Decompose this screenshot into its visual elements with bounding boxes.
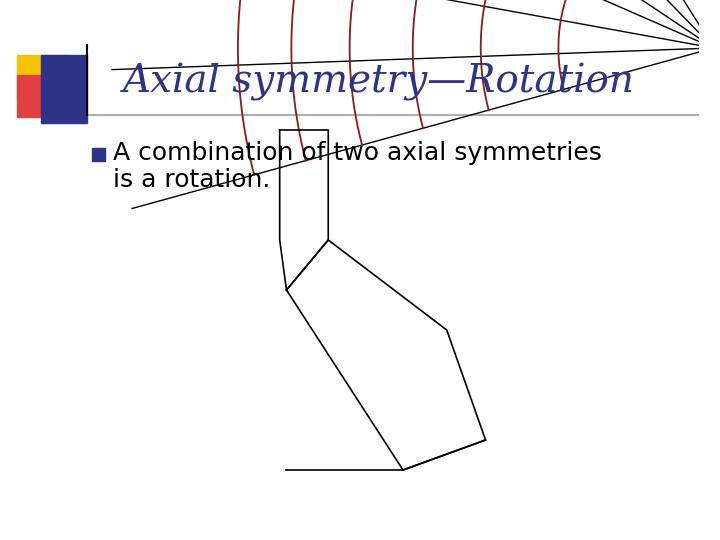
Bar (17, 75, 68, 117)
Text: is a rotation.: is a rotation. (112, 168, 270, 192)
Bar (17, 55, 68, 100)
Bar (41, 55, 87, 123)
Bar (92, 148, 105, 161)
Text: Axial symmetry—Rotation: Axial symmetry—Rotation (123, 63, 635, 101)
Text: A combination of two axial symmetries: A combination of two axial symmetries (112, 141, 601, 165)
